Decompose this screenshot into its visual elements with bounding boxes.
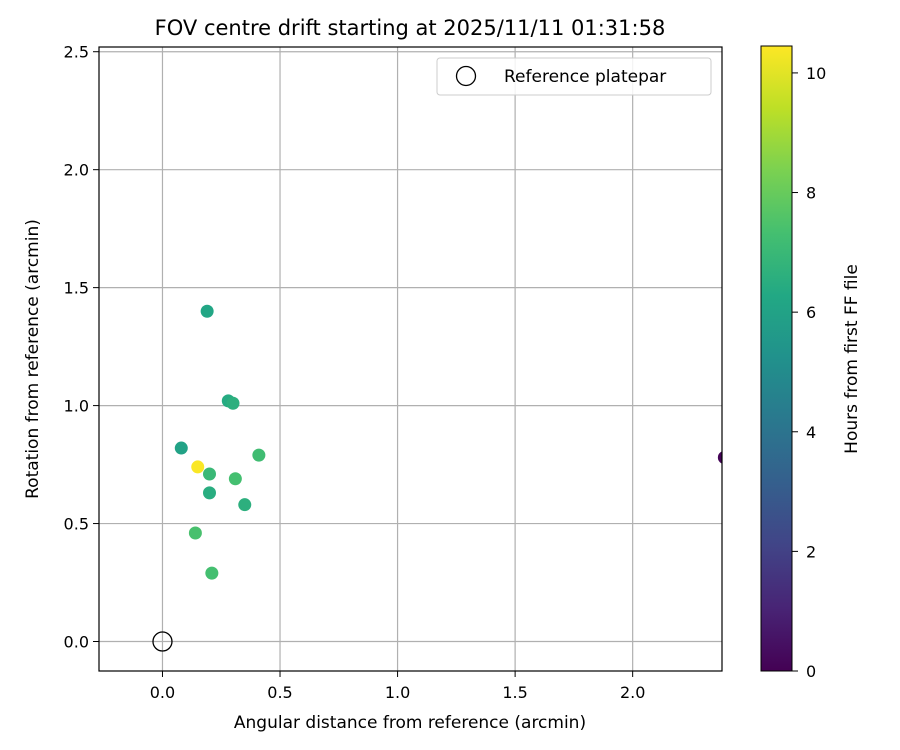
data-point (191, 460, 205, 474)
x-tick-label: 0.5 (267, 683, 292, 702)
data-point (252, 448, 266, 462)
data-point (238, 498, 252, 512)
colorbar-tick-label: 8 (806, 184, 816, 203)
colorbar-tick-label: 6 (806, 303, 816, 322)
y-tick-label: 1.5 (64, 279, 89, 298)
data-point (202, 467, 216, 481)
colorbar-tick-label: 0 (806, 662, 816, 681)
legend-label: Reference platepar (504, 67, 666, 87)
colorbar-tick-label: 4 (806, 423, 816, 442)
x-tick-label: 1.0 (385, 683, 410, 702)
data-point (188, 526, 202, 540)
legend: Reference platepar (436, 57, 712, 96)
x-axis-label: Angular distance from reference (arcmin) (234, 713, 586, 733)
colorbar-ticks: 0 2 4 6 8 10 (792, 64, 826, 681)
x-tick-label: 0.0 (150, 683, 175, 702)
colorbar-gradient (760, 45, 793, 672)
data-point (717, 451, 722, 464)
grid-lines (99, 47, 722, 671)
x-tick-label: 1.5 (502, 683, 527, 702)
colorbar-label: Hours from first FF file (842, 264, 862, 454)
data-point (205, 566, 219, 580)
legend-box (436, 57, 712, 96)
y-tick-label: 0.5 (64, 515, 89, 534)
x-tick-label: 2.0 (620, 683, 645, 702)
data-point (200, 304, 214, 318)
y-tick-label: 1.0 (64, 397, 89, 416)
y-axis-label: Rotation from reference (arcmin) (23, 219, 43, 499)
y-axis-ticks: 0.0 0.5 1.0 1.5 2.0 2.5 (64, 43, 99, 652)
colorbar-tick-label: 10 (806, 64, 826, 83)
data-point (202, 486, 216, 500)
reference-marker (152, 631, 173, 652)
data-points (174, 304, 722, 580)
colorbar-tick-label: 2 (806, 542, 816, 561)
y-tick-label: 0.0 (64, 633, 89, 652)
x-axis-ticks: 0.0 0.5 1.0 1.5 2.0 (150, 671, 645, 702)
data-point (226, 396, 240, 410)
reference-platepar-marker (152, 631, 173, 652)
data-point (228, 472, 242, 486)
legend-marker-icon (455, 65, 477, 87)
y-tick-label: 2.5 (64, 43, 89, 62)
y-tick-label: 2.0 (64, 161, 89, 180)
colorbar: 0 2 4 6 8 10 Hours from first FF file (760, 45, 862, 681)
chart-title: FOV centre drift starting at 2025/11/11 … (155, 16, 666, 40)
plot-frame (98, 46, 723, 672)
data-point (174, 441, 188, 455)
